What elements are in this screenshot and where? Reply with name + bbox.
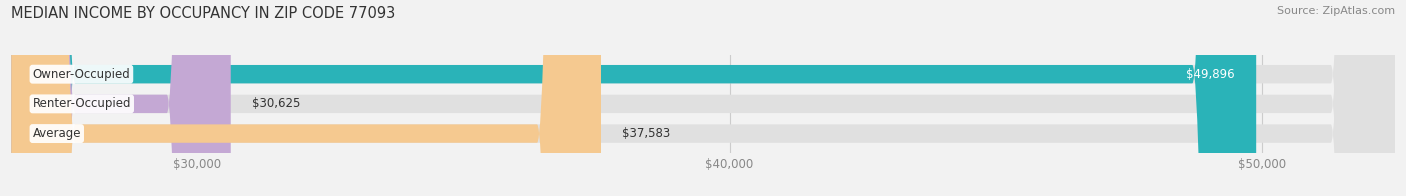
Text: $30,625: $30,625: [252, 97, 301, 110]
FancyBboxPatch shape: [11, 0, 1395, 196]
Text: $49,896: $49,896: [1187, 68, 1234, 81]
Text: $37,583: $37,583: [623, 127, 671, 140]
Text: Renter-Occupied: Renter-Occupied: [32, 97, 131, 110]
FancyBboxPatch shape: [11, 0, 1395, 196]
FancyBboxPatch shape: [11, 0, 600, 196]
Text: MEDIAN INCOME BY OCCUPANCY IN ZIP CODE 77093: MEDIAN INCOME BY OCCUPANCY IN ZIP CODE 7…: [11, 6, 395, 21]
Text: Average: Average: [32, 127, 82, 140]
Text: Source: ZipAtlas.com: Source: ZipAtlas.com: [1277, 6, 1395, 16]
FancyBboxPatch shape: [11, 0, 231, 196]
FancyBboxPatch shape: [11, 0, 1395, 196]
Text: Owner-Occupied: Owner-Occupied: [32, 68, 131, 81]
FancyBboxPatch shape: [11, 0, 1256, 196]
